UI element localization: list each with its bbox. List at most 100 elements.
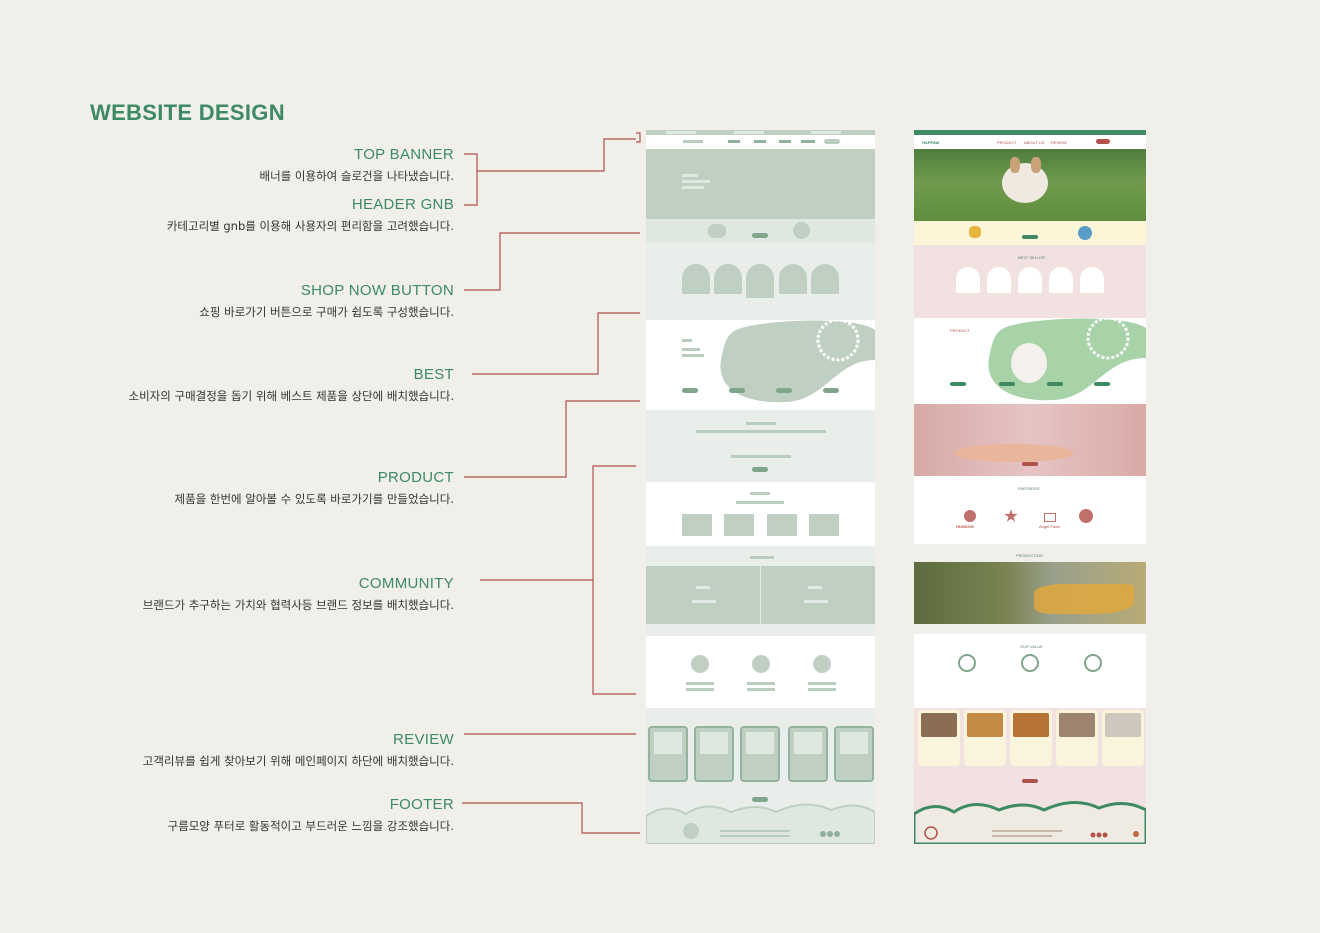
wire-value-text bbox=[686, 688, 714, 691]
wire-best-item bbox=[746, 264, 774, 298]
mock-best-product[interactable] bbox=[956, 267, 980, 293]
label-review: REVIEW 고객리뷰를 쉽게 찾아보기 위해 메인페이지 하단에 배치했습니다… bbox=[143, 731, 454, 769]
wire-value-text bbox=[808, 688, 836, 691]
wire-review-card bbox=[694, 726, 734, 782]
mock-best-product[interactable] bbox=[987, 267, 1011, 293]
wire-production-text bbox=[804, 600, 828, 603]
mock-partner-logo[interactable] bbox=[1044, 513, 1056, 522]
label-description: 카테고리별 gnb를 이용해 사용자의 편리함을 고려했습니다. bbox=[166, 219, 454, 233]
mock-review-card[interactable] bbox=[1010, 710, 1052, 766]
label-heading: PRODUCT bbox=[377, 469, 454, 486]
mock-best-product[interactable] bbox=[1080, 267, 1104, 293]
connector-top-gnb-bracket bbox=[464, 153, 478, 206]
connector-shop-now bbox=[464, 232, 640, 291]
connector-community-bracket bbox=[592, 465, 636, 695]
mock-logo[interactable]: HAPPAW bbox=[922, 140, 940, 145]
mock-production-head: PRODUCTION bbox=[914, 544, 1146, 562]
mock-header-button[interactable] bbox=[1096, 139, 1110, 144]
mock-best-product[interactable] bbox=[1018, 267, 1042, 293]
mock-footer-cloud bbox=[914, 801, 1146, 844]
label-heading: REVIEW bbox=[393, 731, 454, 748]
mock-review-card[interactable] bbox=[918, 710, 960, 766]
wire-product-button bbox=[823, 388, 839, 393]
mock-partner-logo[interactable] bbox=[1079, 509, 1093, 523]
connector-footer bbox=[462, 802, 640, 834]
wire-production-text bbox=[692, 600, 716, 603]
label-heading: BEST bbox=[413, 366, 454, 383]
mock-story-hand bbox=[954, 444, 1074, 462]
wire-value-text bbox=[686, 682, 714, 685]
mock-review-button[interactable] bbox=[1022, 779, 1038, 783]
wire-review-card bbox=[834, 726, 874, 782]
wire-review-card bbox=[788, 726, 828, 782]
mock-review-photo bbox=[967, 713, 1003, 737]
mock-value-icon bbox=[958, 654, 976, 672]
wire-production-text bbox=[696, 586, 710, 589]
mock-dog-ear bbox=[1010, 157, 1020, 173]
mock-nav-about[interactable]: ABOUT US bbox=[1024, 140, 1045, 145]
mock-production-title: PRODUCTION bbox=[1016, 553, 1043, 558]
mock-production-leaves bbox=[1034, 584, 1134, 614]
mock-product-button[interactable] bbox=[999, 382, 1015, 386]
mock-story-button[interactable] bbox=[1022, 462, 1038, 466]
wire-globe-icon bbox=[793, 222, 810, 239]
wire-banner-text bbox=[666, 131, 696, 134]
mock-best-product[interactable] bbox=[1049, 267, 1073, 293]
mock-value-icon bbox=[1021, 654, 1039, 672]
label-description: 구름모양 푸터로 활동적이고 부드러운 느낌을 강조했습니다. bbox=[167, 819, 454, 833]
wire-partners-title bbox=[750, 492, 770, 495]
wire-value-icon bbox=[752, 655, 770, 673]
label-footer: FOOTER 구름모양 푸터로 활동적이고 부드러운 느낌을 강조했습니다. bbox=[168, 796, 454, 834]
wire-best-item bbox=[779, 264, 807, 294]
label-heading: HEADER GNB bbox=[351, 196, 454, 213]
wire-partner-logo bbox=[724, 514, 754, 536]
mock-product-button[interactable] bbox=[950, 382, 966, 386]
mock-value: OUR VALUE bbox=[914, 634, 1146, 708]
wire-gnb-button bbox=[824, 139, 840, 144]
wire-banner-text bbox=[734, 131, 764, 134]
mock-product-blob bbox=[988, 318, 1146, 401]
mock-nav-review[interactable]: REVIEW bbox=[1051, 140, 1067, 145]
mock-review-card[interactable] bbox=[1102, 710, 1144, 766]
connector-top-banner bbox=[477, 138, 636, 172]
mock-partner-logo[interactable] bbox=[1004, 509, 1018, 522]
label-description: 브랜드가 추구하는 가치와 협력사등 브랜드 정보를 배치했습니다. bbox=[142, 598, 454, 612]
mock-review-photo bbox=[1013, 713, 1049, 737]
label-heading: SHOP NOW BUTTON bbox=[300, 282, 454, 299]
label-description: 고객리뷰를 쉽게 찾아보기 위해 메인페이지 하단에 배치했습니다. bbox=[142, 754, 454, 768]
wire-gnb-icons bbox=[801, 140, 815, 143]
wire-story-title bbox=[746, 422, 776, 425]
mock-hero-dog bbox=[1002, 163, 1048, 203]
mock-partners: PARTNERS HUGDOG Angel Paws bbox=[914, 476, 1146, 544]
mock-product-button[interactable] bbox=[1094, 382, 1110, 386]
wire-hero bbox=[646, 149, 875, 219]
wire-partner-logo bbox=[682, 514, 712, 536]
page-title: WEBSITE DESIGN bbox=[90, 100, 285, 125]
wire-product-button bbox=[682, 388, 698, 393]
label-best: BEST 소비자의 구매결정을 돕기 위해 베스트 제품을 상단에 배치했습니다… bbox=[129, 366, 454, 404]
wire-value-text bbox=[747, 682, 775, 685]
mock-product-title: PRODUCT bbox=[950, 328, 970, 333]
connector-product bbox=[464, 400, 640, 478]
mock-product-button[interactable] bbox=[1047, 382, 1063, 386]
label-shop-now-button: SHOP NOW BUTTON 쇼핑 바로가기 버튼으로 구매가 쉽도록 구성했… bbox=[199, 282, 454, 320]
label-community: COMMUNITY 브랜드가 추구하는 가치와 협력사등 브랜드 정보를 배치했… bbox=[143, 575, 454, 613]
wire-story-button bbox=[752, 467, 768, 472]
wire-production-title bbox=[750, 556, 774, 559]
mock-review-card[interactable] bbox=[964, 710, 1006, 766]
wire-hero-text bbox=[682, 174, 698, 177]
wire-best-item bbox=[682, 264, 710, 294]
mock-globe-icon bbox=[1078, 226, 1092, 240]
mock-review-photo bbox=[921, 713, 957, 737]
wire-divider bbox=[760, 566, 761, 624]
wire-gap bbox=[646, 624, 875, 636]
wire-review-button bbox=[752, 797, 768, 802]
wire-story-text bbox=[731, 455, 791, 458]
mock-partner-logo[interactable] bbox=[964, 510, 976, 522]
mock-shop-now-button[interactable] bbox=[1022, 235, 1038, 239]
label-heading: COMMUNITY bbox=[358, 575, 454, 592]
mock-nav-product[interactable]: PRODUCT bbox=[997, 140, 1017, 145]
mock-review-card[interactable] bbox=[1056, 710, 1098, 766]
wire-partners-text bbox=[736, 501, 784, 504]
